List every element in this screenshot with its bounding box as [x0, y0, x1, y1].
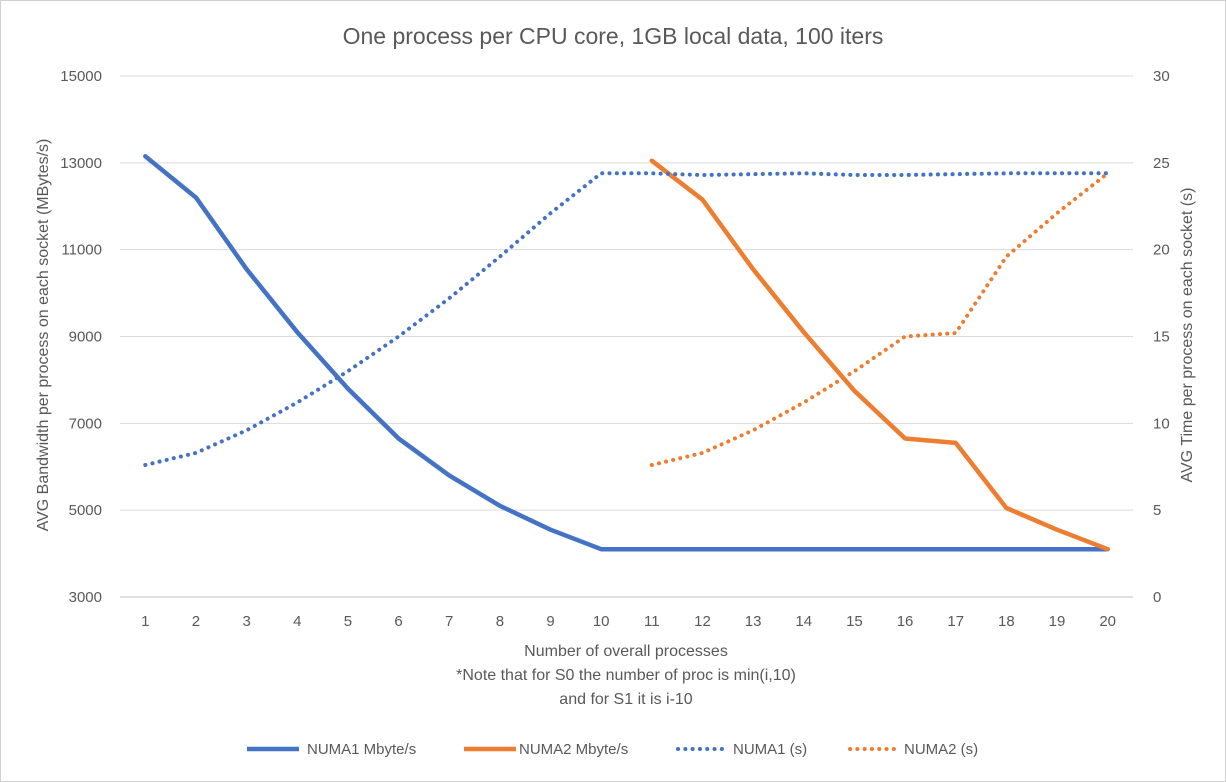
left-y-tick-label: 9000 [69, 329, 102, 346]
x-tick-label: 14 [795, 613, 812, 630]
right-y-tick-label: 25 [1153, 155, 1170, 172]
right-y-tick-label: 5 [1153, 502, 1161, 519]
legend-label: NUMA1 Mbyte/s [307, 741, 416, 758]
x-tick-label: 1 [141, 613, 149, 630]
right-y-tick-label: 10 [1153, 415, 1170, 432]
left-y-tick-label: 5000 [69, 502, 102, 519]
series-group [143, 154, 1110, 552]
x-tick-label: 5 [344, 613, 352, 630]
left-y-tick-label: 3000 [69, 589, 102, 606]
left-y-tick-label: 7000 [69, 415, 102, 432]
gridlines [120, 75, 1133, 598]
x-tick-label: 10 [593, 613, 610, 630]
x-tick-label: 8 [496, 613, 504, 630]
series-line-numa2-mbyte-s [649, 158, 1110, 552]
x-tick-label: 11 [644, 613, 660, 630]
left-y-tick-label: 13000 [60, 155, 102, 172]
x-tick-label: 17 [947, 613, 964, 630]
x-axis-note-line-1: *Note that for S0 the number of proc is … [456, 667, 796, 684]
x-tick-label: 16 [897, 613, 914, 630]
series-line-numa1-s [143, 171, 1110, 467]
left-y-tick-label: 15000 [60, 68, 102, 85]
left-y-axis-label: AVG Bandwidth per process on each socket… [35, 139, 52, 532]
x-tick-label: 15 [846, 613, 863, 630]
x-axis-ticks: 1 2 3 4 5 6 7 8 9 10 11 12 13 14 15 16 17 18 19 20 [141, 613, 1116, 630]
legend-label: NUMA2 Mbyte/s [519, 741, 628, 758]
x-tick-label: 12 [694, 613, 711, 630]
left-y-axis-ticks: 3000 5000 7000 9000 11000 13000 15000 [60, 68, 102, 606]
legend: NUMA1 Mbyte/s NUMA2 Mbyte/s NUMA1 (s) NUMA2… [247, 741, 978, 758]
x-tick-label: 20 [1099, 613, 1116, 630]
x-tick-label: 2 [192, 613, 200, 630]
right-y-tick-label: 15 [1153, 329, 1170, 346]
x-tick-label: 18 [998, 613, 1015, 630]
right-y-tick-label: 20 [1153, 242, 1170, 259]
right-y-tick-label: 30 [1153, 68, 1170, 85]
left-y-tick-label: 11000 [61, 242, 102, 259]
legend-label: NUMA2 (s) [904, 741, 978, 758]
x-tick-label: 13 [745, 613, 762, 630]
right-y-axis-label: AVG Time per process on each socket (s) [1179, 188, 1196, 483]
series-line-numa2-s [649, 171, 1110, 467]
x-axis-note-line-2: and for S1 it is i-10 [559, 691, 693, 708]
x-tick-label: 4 [293, 613, 301, 630]
x-tick-label: 6 [394, 613, 402, 630]
chart-title: One process per CPU core, 1GB local data… [343, 23, 884, 49]
x-tick-label: 9 [546, 613, 554, 630]
x-tick-label: 19 [1049, 613, 1066, 630]
x-tick-label: 7 [445, 613, 453, 630]
x-tick-label: 3 [242, 613, 250, 630]
series-line-numa1-mbyte-s [143, 154, 1110, 552]
legend-label: NUMA1 (s) [733, 741, 807, 758]
x-axis-label: Number of overall processes [524, 643, 728, 660]
right-y-tick-label: 0 [1153, 589, 1161, 606]
right-y-axis-ticks: 0 5 10 15 20 25 30 [1153, 68, 1170, 606]
